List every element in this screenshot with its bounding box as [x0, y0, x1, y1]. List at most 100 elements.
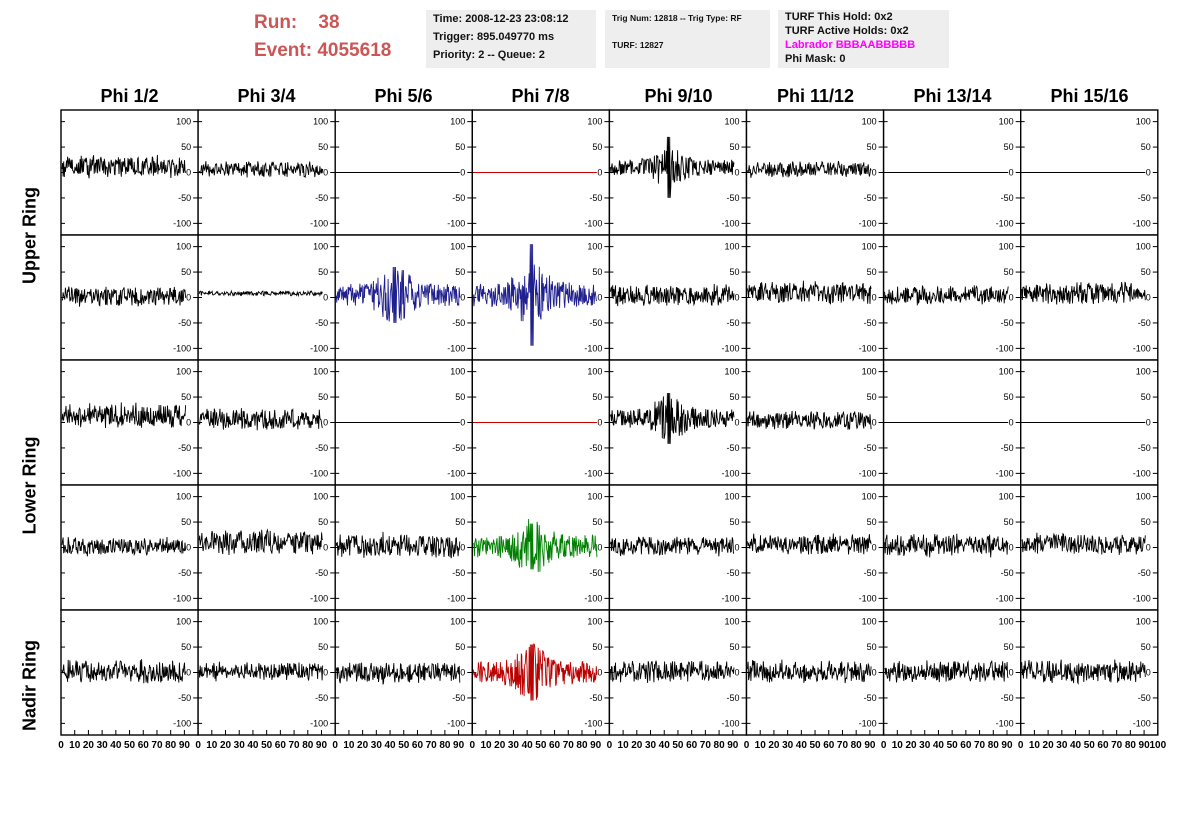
panel-r5-c6-xtick-label: 60 [823, 740, 835, 751]
column-header-phi-13-14: Phi 13/14 [913, 86, 992, 106]
panel-r1-c5-ytick-label: 0 [734, 168, 739, 178]
panel-r2-c3-ytick-label: 50 [455, 267, 465, 277]
panel-r4-c5-ytick-label: 50 [729, 517, 739, 527]
panel-r4-c1-ytick-label: 100 [176, 492, 191, 502]
panel-r1-c3-ytick-label: 50 [455, 142, 465, 152]
panel-r1-c2-trace [198, 161, 324, 179]
panel-r4-c1-trace [61, 536, 187, 557]
panel-r5-c4-xtick-label: 0 [470, 740, 476, 751]
panel-r2-c6-ytick-label: 50 [867, 267, 877, 277]
panel-r2-c8-ytick-label: 50 [1141, 267, 1151, 277]
panel-r3-c6-ytick-label: 0 [872, 418, 877, 428]
panel-r3-c2-ytick-label: 50 [318, 392, 328, 402]
panel-r1-c1-ytick-label: 0 [186, 168, 191, 178]
panel-r4-c3-ytick-label: 0 [460, 543, 465, 553]
panel-r5-c6-trace [747, 659, 872, 684]
panel-r5-c5-ytick-label: -50 [726, 693, 739, 703]
panel-r5-c5-ytick-label: 100 [724, 617, 739, 627]
panel-r2-c8-frame [1020, 234, 1159, 361]
panel-r5-c4-xtick-label: 60 [549, 740, 561, 751]
panel-r5-c2-ytick-label: 100 [313, 617, 328, 627]
panel-r5-c3-xtick-label: 0 [332, 740, 338, 751]
panel-r4-c5-trace [609, 536, 735, 557]
panel-r3-c5-ytick-label: -50 [726, 443, 739, 453]
panel-r4-c1-ytick-label: 50 [181, 517, 191, 527]
panel-r5-c3-xtick-label: 20 [357, 740, 369, 751]
panel-r3-c8-ytick-label: 100 [1136, 367, 1151, 377]
panel-r3-c7-ytick-label: 0 [1009, 418, 1014, 428]
panel-r1-c8-ytick-label: 50 [1141, 142, 1151, 152]
panel-r4-c8-ytick-label: 100 [1136, 492, 1151, 502]
panel-r5-c7-xtick-label: 0 [881, 740, 887, 751]
panel-r5-c5-xtick-label: 80 [714, 740, 726, 751]
panel-r5-c8-xtick-label: 90 [1139, 740, 1151, 751]
panel-r5-c4-trace [472, 643, 598, 701]
panel-r4-c2-ytick-label: -100 [310, 593, 328, 603]
panel-r2-c5-ytick-label: 50 [729, 267, 739, 277]
panel-r1-c4-ytick-label: -50 [589, 193, 602, 203]
panel-r2-c2-ytick-label: 100 [313, 242, 328, 252]
panel-r5-c2-xtick-label: 80 [302, 740, 314, 751]
panel-r5-c7-xtick-label: 30 [919, 740, 931, 751]
panel-r5-c2-ytick-label: 50 [318, 642, 328, 652]
panel-r1-c3-ytick-label: 100 [450, 117, 465, 127]
panel-r5-c3-xtick-label: 10 [343, 740, 355, 751]
panel-r1-c2-ytick-label: 50 [318, 142, 328, 152]
panel-r5-c2-xtick-label: 20 [220, 740, 232, 751]
panel-r4-c8-trace [1021, 532, 1146, 555]
panel-r1-c1-trace [61, 154, 187, 179]
panel-r4-c6-ytick-label: 100 [862, 492, 877, 502]
panel-r2-c6-trace [747, 280, 872, 305]
panel-r3-c2-ytick-label: 0 [323, 418, 328, 428]
panel-r1-c5-ytick-label: -50 [726, 193, 739, 203]
panel-r5-c7-xtick-label: 40 [933, 740, 945, 751]
panel-r5-c7-xtick-label: 10 [892, 740, 904, 751]
panel-r3-c6-ytick-label: -100 [859, 468, 877, 478]
panel-r2-c3-ytick-label: -50 [452, 318, 465, 328]
panel-r5-c8-xtick-label: 40 [1070, 740, 1082, 751]
panel-r1-c4-ytick-label: 0 [597, 168, 602, 178]
panel-r2-c2-ytick-label: 0 [323, 293, 328, 303]
panel-r5-c2-xtick-label: 90 [316, 740, 328, 751]
column-header-phi-9-10: Phi 9/10 [644, 86, 713, 106]
panel-r5-c8-ytick-label: 100 [1136, 617, 1151, 627]
panel-r1-c6-ytick-label: 0 [872, 168, 877, 178]
panel-r5-c3-xtick-label: 70 [426, 740, 438, 751]
panel-r5-c6-xtick-label: 10 [755, 740, 767, 751]
panel-r4-c8-ytick-label: 0 [1146, 543, 1151, 553]
panel-r3-c4-ytick-label: 0 [597, 418, 602, 428]
panel-r3-c8-ytick-label: -50 [1138, 443, 1151, 453]
turf-text: TURF: 12827 [612, 40, 664, 50]
panel-r5-c6-ytick-label: 100 [862, 617, 877, 627]
panel-r4-c1-ytick-label: -100 [173, 593, 191, 603]
panel-r2-c3-trace [335, 266, 461, 323]
trigger-info-panel: Trig Num: 12818 -- Trig Type: RF TURF: 1… [605, 10, 770, 68]
column-header-phi-1-2: Phi 1/2 [100, 86, 159, 106]
panel-r3-c7-ytick-label: -100 [996, 468, 1014, 478]
panel-r5-c3-xtick-label: 80 [439, 740, 451, 751]
panel-r5-c1-xtick-label: 0 [58, 740, 64, 751]
panel-r5-c1-xtick-label: 60 [138, 740, 150, 751]
panel-r5-c6-xtick-label: 70 [837, 740, 849, 751]
trigger-text: Trigger: 895.049770 ms [433, 31, 555, 43]
panel-r5-c8-xtick-label: 80 [1125, 740, 1137, 751]
panel-r5-c8-xtick-label: 70 [1111, 740, 1123, 751]
panel-r3-c6-ytick-label: 100 [862, 367, 877, 377]
panel-r2-c4-ytick-label: -50 [589, 318, 602, 328]
panel-r4-c2-trace [198, 528, 324, 556]
panel-r1-c7-ytick-label: 0 [1009, 168, 1014, 178]
phi-mask-text: Phi Mask: 0 [785, 53, 846, 65]
panel-r2-c6-ytick-label: -100 [859, 343, 877, 353]
panel-r4-c1-ytick-label: -50 [178, 568, 191, 578]
panel-r5-c8-xtick-label: 10 [1029, 740, 1041, 751]
panel-r5-c8-xtick-label: 0 [1018, 740, 1024, 751]
panel-r2-c1-trace [61, 286, 187, 307]
panel-r1-c2-ytick-label: -100 [310, 218, 328, 228]
panel-r5-c1-xtick-label: 30 [97, 740, 109, 751]
panel-r5-c6-ytick-label: 50 [867, 642, 877, 652]
panel-r3-c6-ytick-label: 50 [867, 392, 877, 402]
panel-r2-c4-trace [472, 244, 598, 346]
panel-r1-c7-ytick-label: -50 [1001, 193, 1014, 203]
panel-r5-c3-trace [335, 662, 461, 685]
panel-r3-c4-ytick-label: 50 [592, 392, 602, 402]
